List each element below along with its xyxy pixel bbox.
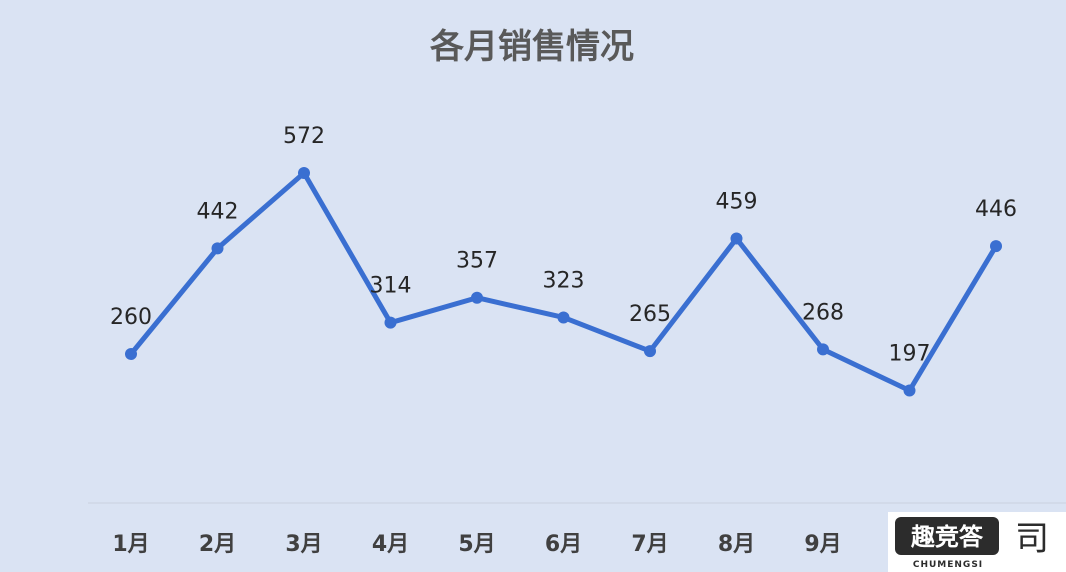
data-point [990, 240, 1002, 253]
series-layer [125, 167, 1002, 397]
watermark-symbol: 司 [1015, 519, 1049, 559]
data-point [730, 232, 743, 245]
x-tick-label: 4月 [372, 532, 409, 557]
x-tick-label: 5月 [458, 532, 495, 557]
chart-title: 各月销售情况 [430, 27, 634, 67]
watermark-badge [895, 517, 999, 555]
x-tick-layer: 1月2月3月4月5月6月7月8月9月1 [112, 532, 917, 557]
data-point [644, 345, 656, 358]
watermark-logo: 趣竞答 司 CHUMENGSI [888, 512, 1066, 572]
data-point [471, 291, 483, 304]
x-tick-label: 7月 [631, 532, 668, 557]
data-point [903, 384, 916, 397]
x-tick-label: 8月 [718, 532, 755, 557]
data-point [557, 311, 570, 324]
x-tick-label: 1月 [112, 532, 149, 557]
data-label: 197 [889, 342, 931, 367]
data-label: 442 [197, 199, 239, 224]
data-label-layer: 260 442 572 314 357 323 265 459 268 197 446 [110, 124, 1017, 367]
data-label: 323 [543, 268, 585, 293]
x-tick-label: 2月 [199, 532, 236, 557]
x-tick-label: 6月 [545, 532, 582, 557]
data-label: 357 [456, 249, 498, 274]
x-tick-label: 9月 [804, 532, 841, 557]
data-point [384, 316, 397, 329]
data-label: 265 [629, 302, 671, 327]
data-label: 446 [975, 197, 1017, 222]
data-point [125, 348, 137, 360]
data-label: 260 [110, 305, 152, 330]
data-point [211, 242, 224, 255]
watermark-badge-text: 趣竞答 [910, 523, 984, 551]
data-point [298, 167, 310, 179]
x-tick-label: 3月 [285, 532, 322, 557]
watermark-small-text: CHUMENGSI [913, 560, 983, 570]
data-point [817, 343, 829, 356]
data-label: 459 [716, 190, 758, 215]
data-label: 572 [283, 124, 325, 149]
data-label: 268 [802, 300, 844, 325]
data-label: 314 [370, 274, 412, 299]
